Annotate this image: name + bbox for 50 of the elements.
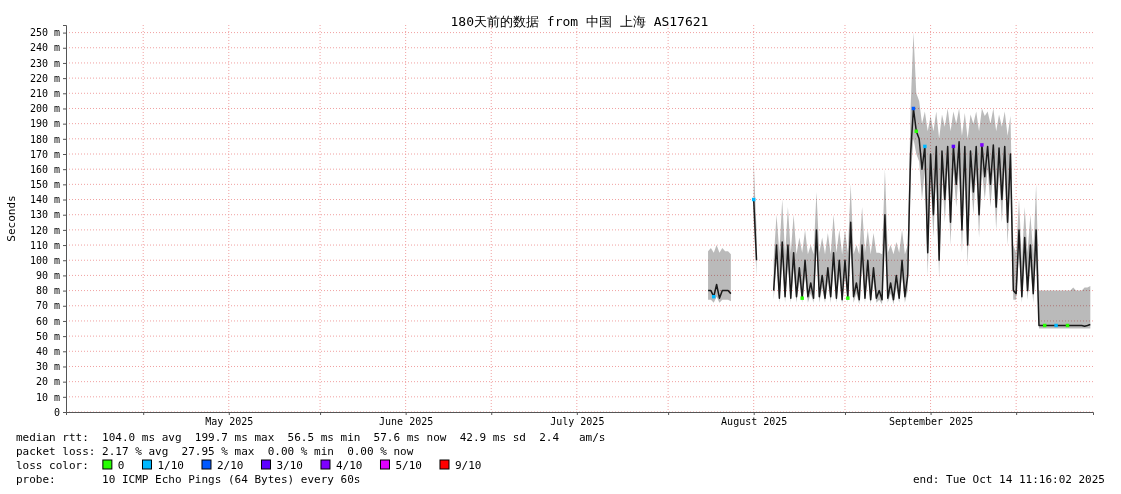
y-tick-label: 100 m: [29, 254, 60, 266]
y-tick-label: 200 m: [29, 103, 60, 115]
point: [923, 144, 927, 149]
legend-label: 2/10: [216, 459, 244, 472]
y-tick-label: 120 m: [29, 224, 60, 236]
text: end: Tue Oct 14 11:16:02 2025: [912, 473, 1105, 486]
y-tick-label: 90 m: [35, 270, 60, 282]
legend-label: 1/10: [157, 459, 184, 472]
y-tick-label: 140 m: [29, 194, 60, 206]
y-tick-label: 150 m: [29, 179, 60, 191]
y-tick-label: 30 m: [35, 361, 60, 373]
y-tick-label: 250 m: [29, 27, 60, 39]
y-tick-label: 40 m: [35, 345, 60, 357]
legend-label: 4/10: [335, 459, 363, 472]
y-tick-label: 70 m: [35, 300, 60, 312]
x-tick-label: August 2025: [721, 416, 788, 428]
text: packet loss: 2.17 % avg 27.95 % max 0.00 % min 0.00 % now: [16, 445, 414, 458]
y-axis-title: Seconds: [5, 195, 18, 242]
x-tick-label: September 2025: [888, 416, 974, 428]
y-tick-label: 20 m: [35, 376, 60, 388]
x-tick-label: June 2025: [379, 416, 434, 428]
y-tick-label: 80 m: [35, 285, 60, 297]
point: [800, 296, 804, 300]
y-tick-label: 60 m: [35, 315, 60, 327]
legend-label: 5/10: [395, 459, 422, 472]
chart-title: 180天前的数据 from 中国 上海 AS17621: [450, 14, 709, 29]
y-tick-label: 170 m: [29, 148, 60, 160]
y-tick-label: 50 m: [35, 330, 60, 342]
y-tick-label: 180 m: [29, 133, 60, 145]
y-tick-label: 190 m: [29, 118, 60, 130]
legend-title: loss color:: [16, 459, 89, 472]
y-tick-label: 10 m: [35, 391, 60, 403]
point: [1054, 323, 1058, 328]
y-tick-label: 220 m: [29, 72, 60, 84]
y-tick-label: 160 m: [29, 163, 60, 175]
x-tick-label: July 2025: [550, 416, 605, 428]
legend-label: 9/10: [454, 459, 482, 472]
x-tick-label: May 2025: [205, 416, 254, 428]
point: [980, 143, 984, 147]
y-tick-label: 130 m: [29, 209, 60, 221]
text: median rtt: 104.0 ms avg 199.7 ms max 56.5 ms min 57.6 ms now 42.9 ms sd 2.4 am/s: [16, 431, 606, 444]
y-tick-label: 0: [53, 406, 60, 418]
point: [846, 296, 850, 300]
y-tick-label: 230 m: [29, 57, 60, 69]
legend-label: 3/10: [276, 459, 303, 472]
y-tick-label: 210 m: [29, 87, 60, 99]
y-tick-label: 240 m: [29, 42, 60, 54]
legend-label: 0: [117, 459, 125, 472]
text: probe: 10 ICMP Echo Pings (64 Bytes) every 60s: [16, 473, 361, 486]
y-tick-label: 110 m: [29, 239, 60, 251]
